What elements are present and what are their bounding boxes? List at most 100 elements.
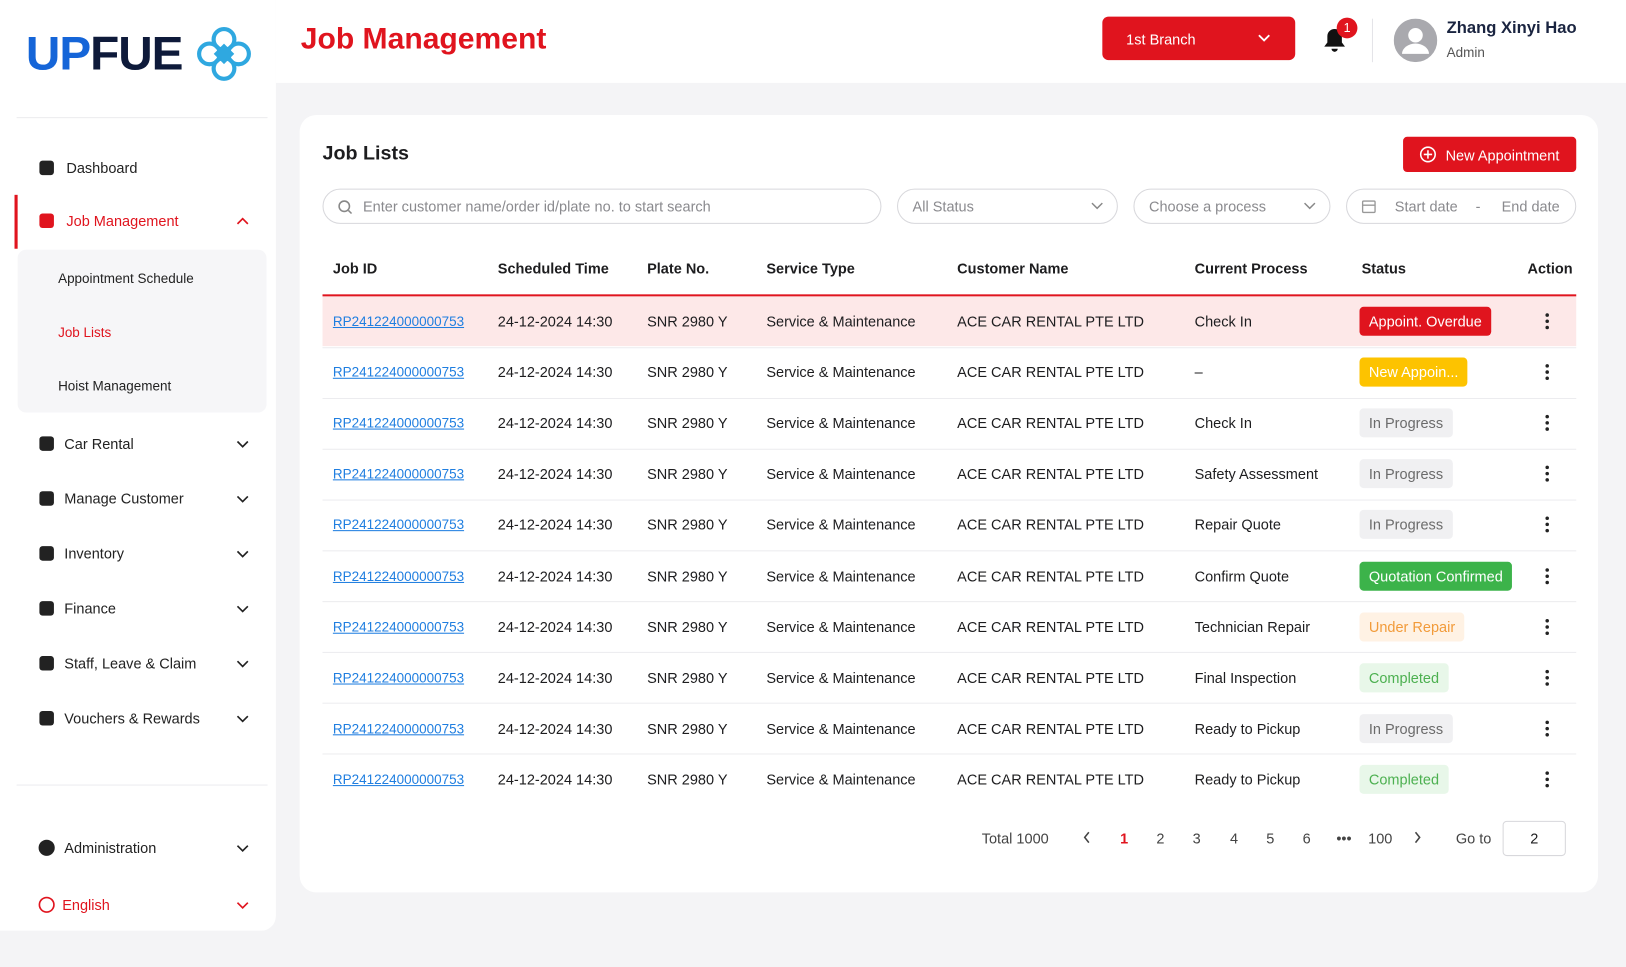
status-filter[interactable]: All Status	[897, 188, 1118, 224]
status-badge: In Progress	[1359, 713, 1453, 743]
card-title: Job Lists	[322, 143, 409, 165]
action-menu[interactable]	[1541, 312, 1553, 331]
cell-text: 24-12-2024 14:30	[497, 363, 613, 381]
nav-item[interactable]: Dashboard	[0, 147, 276, 188]
cell-text: SNR 2980 Y	[647, 567, 728, 585]
cell-text: 24-12-2024 14:30	[497, 414, 613, 432]
cell-text: ACE CAR RENTAL PTE LTD	[957, 465, 1145, 483]
job-link[interactable]: RP241224000000753	[332, 720, 465, 737]
action-menu[interactable]	[1541, 465, 1553, 484]
job-link[interactable]: RP241224000000753	[332, 313, 465, 330]
page-number[interactable]: 100	[1368, 830, 1393, 847]
job-link[interactable]: RP241224000000753	[332, 618, 465, 635]
dots-icon	[1545, 415, 1549, 432]
nav-label: Administration	[64, 839, 157, 857]
action-menu[interactable]	[1541, 566, 1553, 585]
nav-item[interactable]: Vouchers & Rewards	[0, 697, 276, 738]
start-date: Start date	[1394, 197, 1458, 215]
action-menu[interactable]	[1541, 770, 1553, 789]
placeholder: All Status	[912, 197, 974, 215]
cell-text: Service & Maintenance	[766, 618, 916, 635]
cell-text: Technician Repair	[1194, 618, 1311, 635]
nav-label: Car Rental	[64, 435, 134, 452]
cell-text: ACE CAR RENTAL PTE LTD	[957, 414, 1145, 432]
page-number[interactable]: 2	[1156, 830, 1165, 847]
topbar: Job Management 1st Branch 1 Zhang Xinyi …	[275, 0, 1626, 83]
job-link[interactable]: RP241224000000753	[332, 364, 465, 380]
status-badge: Completed	[1359, 662, 1449, 692]
nav-item[interactable]: Inventory	[0, 533, 276, 574]
dots-icon	[1545, 720, 1549, 737]
header-rule	[322, 294, 1577, 297]
cell-text: 24-12-2024 14:30	[497, 567, 613, 585]
submenu-item[interactable]: Appointment Schedule	[0, 257, 276, 298]
chevron	[236, 605, 249, 613]
search-icon	[338, 200, 353, 215]
cell-text: ACE CAR RENTAL PTE LTD	[957, 363, 1145, 381]
nav-item[interactable]: Job Management	[0, 200, 276, 241]
page-number[interactable]: 4	[1229, 830, 1239, 847]
cell-text: ACE CAR RENTAL PTE LTD	[957, 516, 1145, 534]
cell-text: ACE CAR RENTAL PTE LTD	[957, 669, 1145, 686]
job-link[interactable]: RP241224000000753	[332, 517, 465, 533]
badge: 1	[1336, 17, 1358, 39]
page-number[interactable]: 5	[1266, 830, 1275, 847]
goto-input[interactable]: 2	[1502, 820, 1566, 857]
action-menu[interactable]	[1541, 617, 1553, 636]
date-range[interactable]: Start date - End date	[1346, 188, 1577, 224]
logo-part: FUE	[90, 25, 183, 80]
submenu-item[interactable]: Job Lists	[0, 311, 276, 352]
nav-icon	[39, 710, 54, 726]
end-date: End date	[1501, 197, 1560, 215]
action-menu[interactable]	[1541, 515, 1553, 534]
row-divider	[322, 397, 1577, 399]
page-number[interactable]: •••	[1336, 830, 1352, 847]
cell-text: Service & Maintenance	[766, 465, 916, 483]
nav-item[interactable]: English	[0, 884, 276, 925]
chevron	[1304, 202, 1316, 210]
cell-text: ACE CAR RENTAL PTE LTD	[957, 720, 1145, 737]
page-number[interactable]: 6	[1302, 830, 1311, 847]
page-number[interactable]: 3	[1192, 830, 1201, 847]
branch-label: 1st Branch	[1126, 31, 1196, 48]
submenu-item[interactable]: Hoist Management	[0, 365, 276, 406]
action-menu[interactable]	[1541, 719, 1553, 738]
job-link[interactable]: RP241224000000753	[332, 415, 465, 431]
search-input[interactable]: Enter customer name/order id/plate no. t…	[322, 188, 882, 224]
prev[interactable]	[1083, 830, 1091, 847]
page-number[interactable]: 1	[1120, 830, 1129, 847]
divider	[1371, 18, 1373, 63]
nav-item[interactable]: Manage Customer	[0, 478, 276, 519]
process-filter[interactable]: Choose a process	[1133, 188, 1331, 224]
cell-text: ACE CAR RENTAL PTE LTD	[957, 618, 1145, 635]
new-appointment-button[interactable]: New Appointment	[1403, 136, 1577, 173]
nav-item[interactable]: Car Rental	[0, 423, 276, 464]
dots-icon	[1545, 669, 1549, 686]
column-header: Action	[1527, 260, 1573, 277]
nav-label: Manage Customer	[64, 490, 184, 507]
row-divider	[322, 346, 1577, 348]
branch-select[interactable]: 1st Branch	[1102, 16, 1296, 61]
job-link[interactable]: RP241224000000753	[332, 771, 465, 788]
avatar[interactable]	[1393, 18, 1438, 63]
nav-item[interactable]: Administration	[0, 827, 276, 868]
divider	[16, 117, 268, 119]
job-link[interactable]: RP241224000000753	[332, 466, 465, 482]
job-link[interactable]: RP241224000000753	[332, 669, 465, 686]
next[interactable]	[1413, 830, 1421, 847]
job-link[interactable]: RP241224000000753	[332, 567, 465, 584]
nav-item[interactable]: Finance	[0, 588, 276, 629]
chevron	[236, 216, 249, 224]
cell-text: Check In	[1194, 414, 1252, 432]
row-divider	[322, 550, 1577, 552]
nav-item[interactable]: Staff, Leave & Claim	[0, 643, 276, 684]
user-name: Zhang Xinyi Hao	[1446, 19, 1577, 38]
action-menu[interactable]	[1541, 363, 1553, 382]
status-badge: In Progress	[1359, 510, 1453, 540]
action-menu[interactable]	[1541, 668, 1553, 687]
nav-icon	[39, 491, 54, 506]
cell-text: Service & Maintenance	[766, 516, 916, 534]
action-menu[interactable]	[1541, 414, 1553, 433]
